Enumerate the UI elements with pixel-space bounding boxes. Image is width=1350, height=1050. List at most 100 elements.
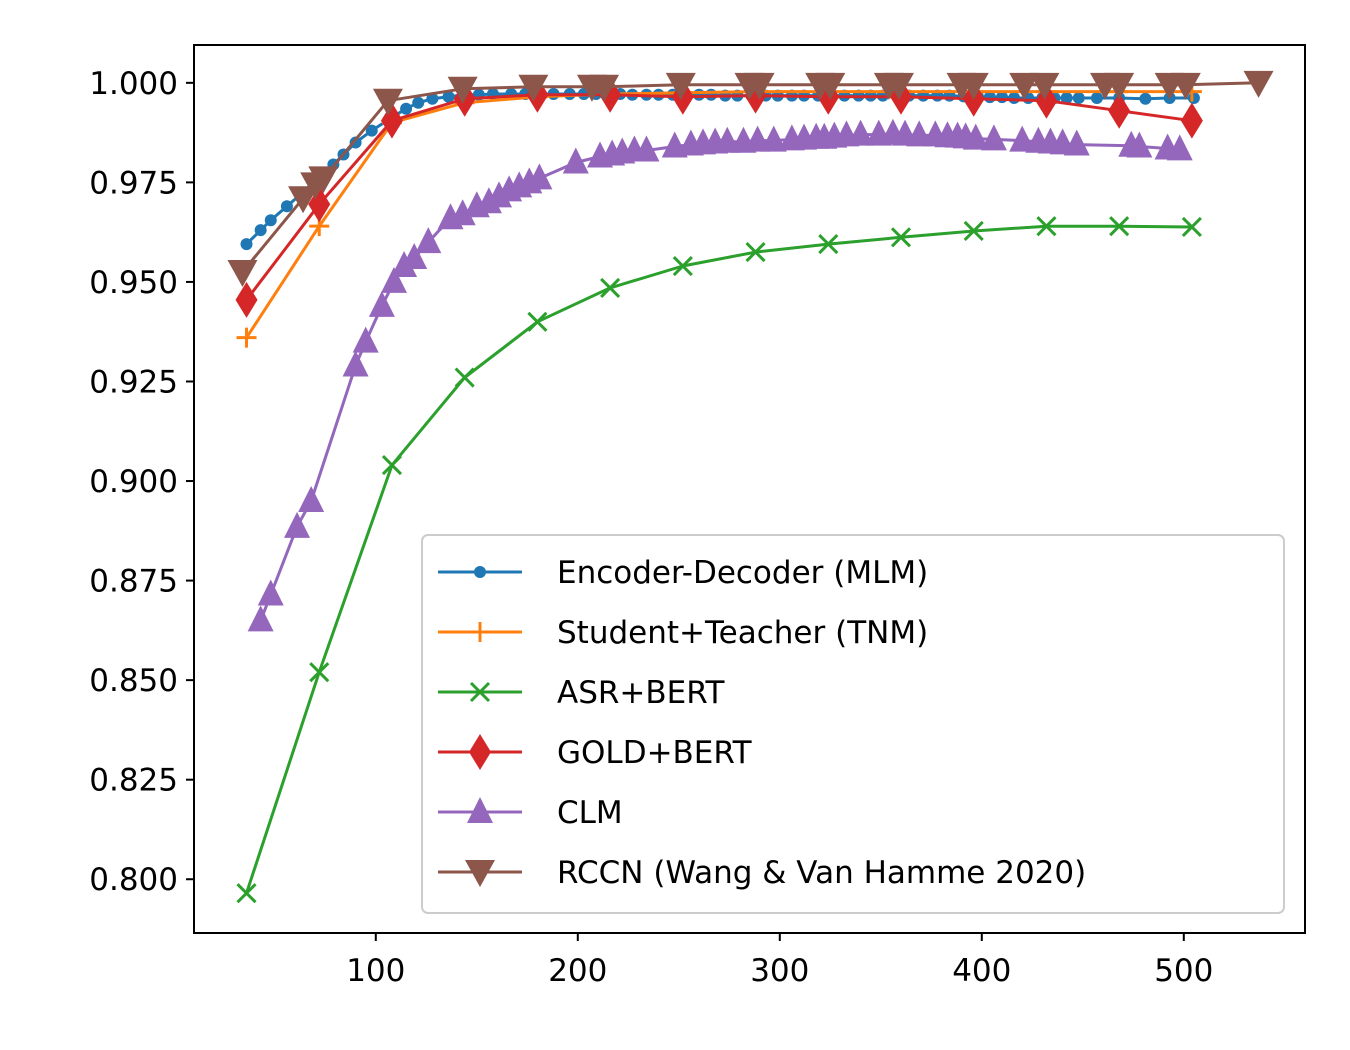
data-point xyxy=(236,883,257,904)
data-point xyxy=(760,125,787,152)
legend-marker xyxy=(469,734,491,770)
data-point xyxy=(1126,131,1153,158)
legend-marker xyxy=(474,566,486,578)
data-point xyxy=(600,277,621,298)
data-point xyxy=(562,147,589,174)
y-tick-label: 0.800 xyxy=(89,862,178,898)
plot-area xyxy=(227,70,1274,904)
legend-label: CLM xyxy=(557,795,623,831)
data-point xyxy=(1187,91,1200,104)
data-point xyxy=(284,511,311,538)
data-point xyxy=(963,220,984,242)
legend-entry: RCCN (Wang & Van Hamme 2020) xyxy=(438,855,1086,891)
series-line xyxy=(245,90,1192,339)
data-point xyxy=(980,124,1007,151)
series-3 xyxy=(236,216,1202,904)
legend-label: Student+Teacher (TNM) xyxy=(557,615,928,651)
legend-box xyxy=(421,534,1285,914)
y-tick-label: 0.950 xyxy=(89,265,178,301)
data-point xyxy=(633,135,660,162)
data-point xyxy=(368,290,395,317)
data-point xyxy=(447,76,478,104)
data-point xyxy=(400,102,413,115)
data-point xyxy=(818,234,839,255)
data-point xyxy=(518,74,549,102)
data-point xyxy=(415,227,442,254)
legend-marker xyxy=(465,860,495,887)
data-point xyxy=(257,579,284,606)
data-point xyxy=(365,124,378,137)
data-point xyxy=(449,199,476,226)
data-point xyxy=(342,350,369,377)
legend-entry: CLM xyxy=(438,795,623,831)
data-point xyxy=(1072,91,1085,104)
data-point xyxy=(426,92,439,105)
data-point xyxy=(1243,70,1274,98)
data-point xyxy=(589,74,620,102)
x-axis: 100 200 300 400 500 xyxy=(346,933,1213,989)
data-point xyxy=(308,166,339,194)
y-axis: 0.800 0.825 0.850 0.875 0.900 0.925 0.950 0.975… xyxy=(89,66,194,898)
data-point xyxy=(280,200,293,213)
data-point xyxy=(1008,91,1021,104)
series-line xyxy=(245,224,1192,894)
y-tick-label: 0.900 xyxy=(89,464,178,500)
x-tick-label: 200 xyxy=(548,953,607,989)
legend-marker xyxy=(470,622,490,642)
data-point xyxy=(1181,216,1202,238)
legend-entry: Student+Teacher (TNM) xyxy=(438,615,928,651)
data-point xyxy=(381,455,403,476)
legend-label: Encoder-Decoder (MLM) xyxy=(557,555,928,591)
data-point xyxy=(298,485,325,512)
data-point xyxy=(442,90,455,103)
data-point xyxy=(1009,72,1040,100)
data-point xyxy=(240,238,253,251)
data-point xyxy=(962,123,989,150)
series-6 xyxy=(227,70,1274,287)
legend-entry: Encoder-Decoder (MLM) xyxy=(438,555,928,591)
data-point xyxy=(454,367,475,388)
legend-entry: GOLD+BERT xyxy=(438,734,753,771)
data-point xyxy=(288,186,319,214)
data-point xyxy=(1036,216,1057,237)
data-point xyxy=(1109,216,1130,237)
data-point xyxy=(236,327,257,348)
series-5 xyxy=(247,118,1193,632)
y-tick-label: 0.975 xyxy=(89,165,178,201)
data-point xyxy=(412,96,425,109)
x-tick-label: 300 xyxy=(750,953,809,989)
data-point xyxy=(744,72,775,100)
data-point xyxy=(1060,91,1073,104)
legend-marker xyxy=(469,681,491,703)
y-tick-label: 0.925 xyxy=(89,364,178,400)
data-point xyxy=(1108,92,1131,129)
x-tick-label: 500 xyxy=(1154,953,1213,989)
legend-marker xyxy=(467,797,493,823)
data-point xyxy=(745,242,766,263)
y-tick-label: 0.875 xyxy=(89,564,178,600)
data-point xyxy=(264,214,277,227)
data-point xyxy=(1104,72,1135,100)
data-point xyxy=(380,266,407,293)
data-point xyxy=(372,88,403,116)
legend: Encoder-Decoder (MLM) Student+Teacher (TN… xyxy=(421,534,1285,914)
data-point xyxy=(1139,92,1152,105)
data-point xyxy=(254,224,267,237)
y-tick-label: 0.850 xyxy=(89,663,178,699)
data-point xyxy=(693,88,705,101)
data-point xyxy=(1063,129,1090,156)
data-point xyxy=(883,72,914,100)
data-point xyxy=(890,227,912,248)
data-point xyxy=(527,311,548,332)
x-tick-label: 400 xyxy=(952,953,1011,989)
data-point xyxy=(665,72,696,100)
data-point xyxy=(672,255,693,277)
data-point xyxy=(1009,125,1036,152)
data-point xyxy=(1029,72,1060,100)
axes-frame xyxy=(193,44,1306,934)
series-line xyxy=(245,93,1193,301)
data-point xyxy=(227,259,258,287)
data-point xyxy=(401,243,428,270)
data-point xyxy=(1170,72,1201,100)
